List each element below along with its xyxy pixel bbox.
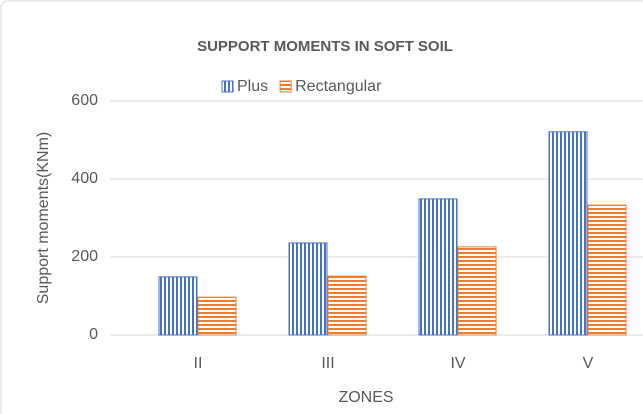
y-tick-label: 600 <box>71 92 98 109</box>
bar <box>548 131 588 336</box>
chart-title: SUPPORT MOMENTS IN SOFT SOIL <box>197 38 453 55</box>
legend-swatch <box>279 80 292 93</box>
bar <box>288 242 328 336</box>
bar <box>197 296 237 336</box>
y-tick-label: 400 <box>71 170 98 187</box>
bar <box>158 276 198 336</box>
legend-label: Rectangular <box>295 78 382 95</box>
y-tick-label: 0 <box>89 326 98 343</box>
y-axis-title: Support moments(KNm) <box>35 132 52 305</box>
y-tick-label: 200 <box>71 248 98 265</box>
bar <box>418 198 458 336</box>
x-tick-label: IV <box>450 355 465 372</box>
x-tick-label: III <box>321 355 334 372</box>
bar <box>457 246 497 336</box>
legend-swatch <box>221 80 234 93</box>
x-tick-label: V <box>583 355 594 372</box>
x-axis-title: ZONES <box>338 389 393 406</box>
x-tick-label: II <box>194 355 203 372</box>
bar <box>587 204 627 336</box>
legend-label: Plus <box>237 78 268 95</box>
bar <box>327 275 367 336</box>
